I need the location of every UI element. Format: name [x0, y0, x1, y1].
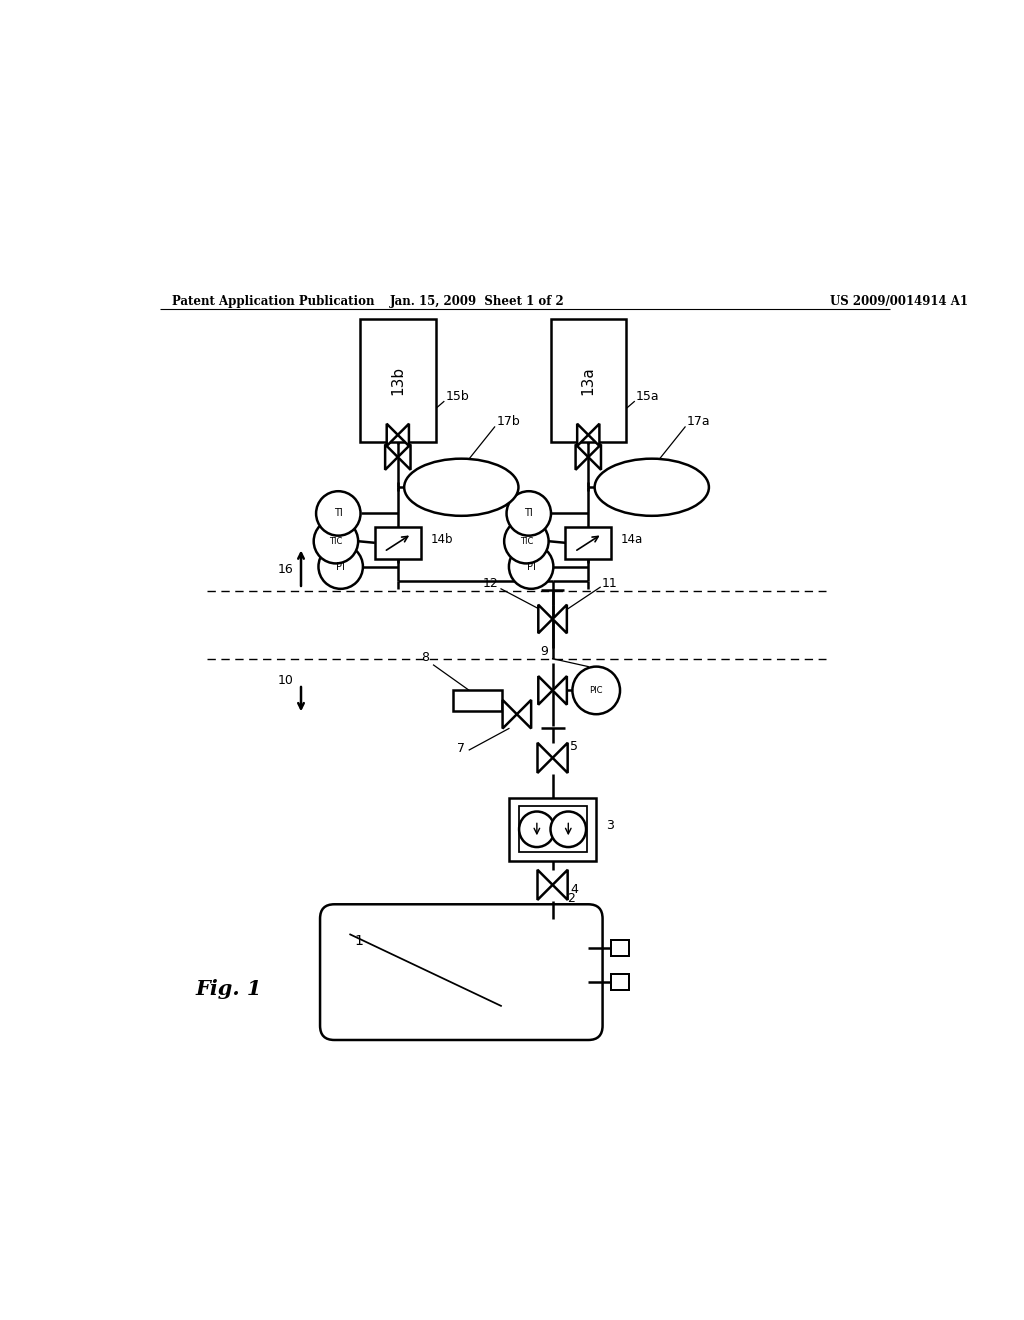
Text: US 2009/0014914 A1: US 2009/0014914 A1 — [830, 296, 969, 308]
Polygon shape — [553, 743, 567, 774]
Circle shape — [572, 667, 620, 714]
Text: 3: 3 — [606, 820, 613, 833]
Text: 15b: 15b — [445, 389, 469, 403]
Text: Fig. 1: Fig. 1 — [196, 979, 262, 999]
Polygon shape — [397, 445, 411, 470]
Text: 17a: 17a — [687, 416, 711, 429]
Circle shape — [509, 544, 553, 589]
Circle shape — [318, 544, 362, 589]
Text: Patent Application Publication: Patent Application Publication — [172, 296, 374, 308]
Text: Jan. 15, 2009  Sheet 1 of 2: Jan. 15, 2009 Sheet 1 of 2 — [390, 296, 564, 308]
FancyBboxPatch shape — [321, 904, 602, 1040]
Text: 17b: 17b — [497, 416, 520, 429]
Text: 11: 11 — [602, 577, 617, 590]
Polygon shape — [553, 605, 567, 634]
Text: 13b: 13b — [390, 367, 406, 396]
Text: 14a: 14a — [621, 533, 643, 545]
Text: PI: PI — [336, 561, 345, 572]
Text: TI: TI — [334, 508, 343, 519]
Polygon shape — [385, 445, 397, 470]
Text: 13a: 13a — [581, 367, 596, 395]
Polygon shape — [588, 424, 599, 446]
Polygon shape — [517, 700, 531, 729]
Ellipse shape — [404, 458, 518, 516]
Circle shape — [316, 491, 360, 536]
Bar — [565, 527, 611, 558]
Text: TI: TI — [524, 508, 534, 519]
Circle shape — [313, 519, 358, 564]
Text: 5: 5 — [570, 741, 578, 752]
Polygon shape — [503, 700, 517, 729]
Bar — [611, 974, 629, 990]
Text: 8: 8 — [422, 651, 430, 664]
Circle shape — [507, 491, 551, 536]
Polygon shape — [538, 870, 553, 900]
Polygon shape — [575, 445, 588, 470]
Bar — [611, 940, 629, 956]
Bar — [360, 319, 435, 442]
Polygon shape — [539, 605, 553, 634]
Text: 7: 7 — [458, 742, 465, 755]
Bar — [509, 797, 596, 861]
Bar — [551, 319, 626, 442]
Polygon shape — [578, 424, 588, 446]
Text: 15a: 15a — [636, 389, 659, 403]
Polygon shape — [538, 743, 553, 774]
Text: 1: 1 — [354, 935, 364, 948]
Polygon shape — [397, 424, 409, 446]
Text: 14b: 14b — [430, 533, 453, 545]
Text: PIC: PIC — [590, 686, 603, 694]
Polygon shape — [539, 676, 553, 705]
Text: 9: 9 — [541, 645, 549, 659]
Ellipse shape — [595, 458, 709, 516]
Circle shape — [519, 812, 555, 847]
Text: 2: 2 — [567, 892, 574, 904]
Bar — [518, 807, 587, 853]
Text: PI: PI — [526, 561, 536, 572]
Text: 10: 10 — [278, 675, 293, 686]
Text: 4: 4 — [570, 883, 578, 896]
Bar — [453, 690, 502, 711]
Polygon shape — [553, 870, 567, 900]
Text: 16: 16 — [278, 562, 293, 576]
Text: TIC: TIC — [520, 537, 534, 545]
Bar — [375, 527, 421, 558]
Text: 12: 12 — [483, 577, 499, 590]
Polygon shape — [553, 676, 567, 705]
Text: TIC: TIC — [330, 537, 343, 545]
Polygon shape — [588, 445, 601, 470]
Polygon shape — [387, 424, 397, 446]
Circle shape — [504, 519, 549, 564]
Circle shape — [551, 812, 586, 847]
